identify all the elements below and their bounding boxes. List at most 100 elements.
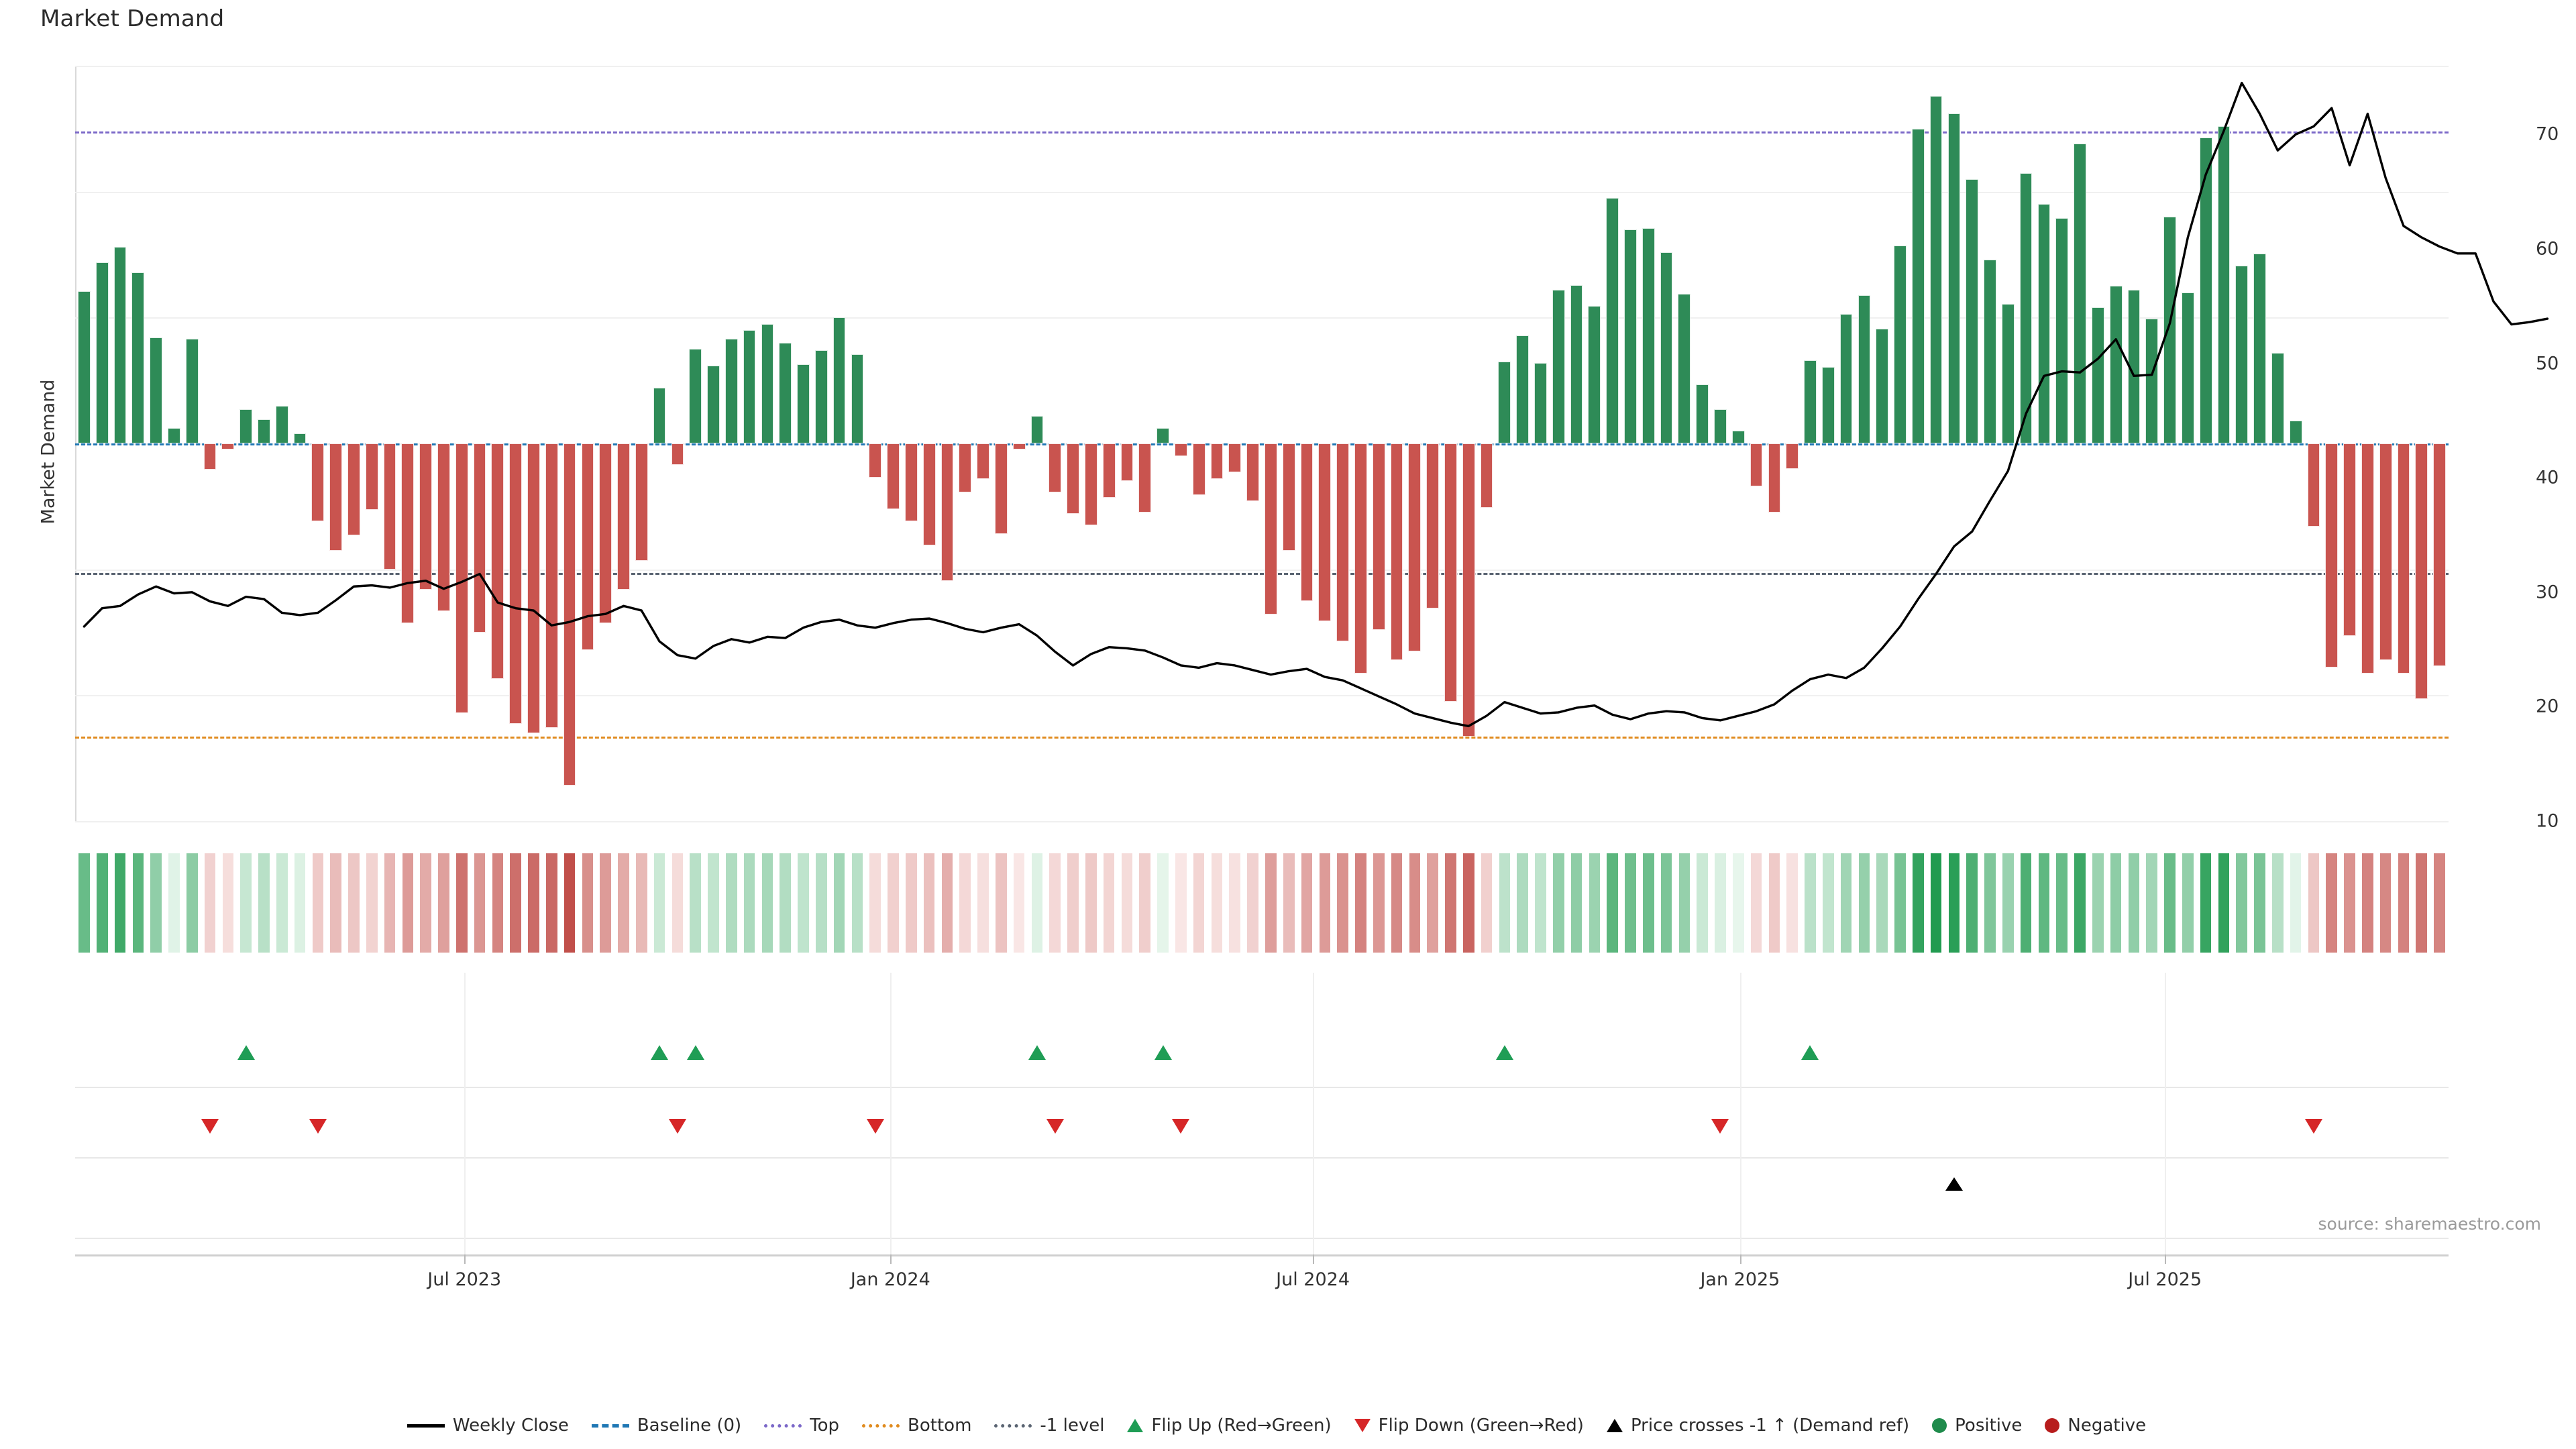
demand-bar-negative bbox=[221, 443, 235, 450]
heatmap-cell bbox=[1031, 853, 1043, 953]
heatmap-cell bbox=[1697, 853, 1708, 953]
triangle-up-icon bbox=[1127, 1419, 1144, 1432]
heatmap-cell bbox=[959, 853, 971, 953]
heatmap-cell bbox=[258, 853, 270, 953]
demand-bar-negative bbox=[1354, 443, 1367, 674]
heatmap-cell bbox=[1499, 853, 1511, 953]
demand-bar-positive bbox=[2001, 303, 2015, 443]
heatmap-cell bbox=[384, 853, 396, 953]
demand-bar-positive bbox=[1696, 384, 1709, 443]
demand-bar-negative bbox=[365, 443, 378, 511]
demand-bar-positive bbox=[2181, 292, 2194, 443]
heatmap-cell bbox=[1247, 853, 1258, 953]
reference-line-top bbox=[75, 131, 2449, 133]
demand-bar-positive bbox=[1966, 178, 1979, 443]
legend-label: -1 level bbox=[1040, 1415, 1105, 1436]
demand-bar-negative bbox=[419, 443, 433, 590]
demand-bar-positive bbox=[1642, 228, 1655, 443]
heatmap-cell bbox=[672, 853, 684, 953]
line-swatch-icon bbox=[407, 1424, 445, 1428]
demand-bar-positive bbox=[2253, 253, 2266, 443]
demand-bar-positive bbox=[258, 419, 270, 443]
heatmap-cell bbox=[168, 853, 180, 953]
demand-bar-positive bbox=[707, 365, 720, 443]
right-tick-label: 60 bbox=[2536, 238, 2559, 260]
flip-down-marker bbox=[1172, 1119, 1190, 1134]
right-tick-label: 70 bbox=[2536, 123, 2559, 145]
right-tick-label: 40 bbox=[2536, 467, 2559, 488]
legend-item[interactable]: Bottom bbox=[862, 1415, 971, 1436]
legend-item[interactable]: -1 level bbox=[994, 1415, 1104, 1436]
legend-item[interactable]: Weekly Close bbox=[407, 1415, 569, 1436]
heatmap-cell bbox=[1103, 853, 1115, 953]
heatmap-cell bbox=[1211, 853, 1223, 953]
heatmap-cell bbox=[1984, 853, 1996, 953]
demand-bar-negative bbox=[2397, 443, 2410, 674]
demand-bar-positive bbox=[1660, 252, 1673, 443]
demand-bar-positive bbox=[1498, 362, 1511, 443]
gridline-y bbox=[75, 569, 2449, 571]
demand-bar-positive bbox=[1030, 415, 1044, 443]
heatmap-cell bbox=[1715, 853, 1726, 953]
demand-bar-negative bbox=[2433, 443, 2446, 667]
demand-bar-positive bbox=[1516, 335, 1529, 443]
heatmap-cell bbox=[798, 853, 809, 953]
heatmap-cell bbox=[1391, 853, 1403, 953]
demand-bar-negative bbox=[869, 443, 882, 478]
legend-label: Baseline (0) bbox=[637, 1415, 742, 1436]
demand-bar-positive bbox=[2055, 218, 2069, 443]
heatmap-cell bbox=[438, 853, 449, 953]
demand-bar-positive bbox=[185, 339, 199, 443]
heatmap-cell bbox=[600, 853, 611, 953]
demand-bar-positive bbox=[1947, 113, 1961, 443]
x-tick-mark bbox=[890, 1254, 892, 1264]
demand-bar-negative bbox=[1210, 443, 1224, 479]
heatmap-cell bbox=[402, 853, 414, 953]
demand-bar-negative bbox=[1390, 443, 1403, 660]
heatmap-cell bbox=[1049, 853, 1061, 953]
heatmap-cell bbox=[545, 853, 557, 953]
legend-item[interactable]: Top bbox=[764, 1415, 839, 1436]
demand-bar-positive bbox=[1534, 362, 1547, 443]
heatmap-cell bbox=[618, 853, 629, 953]
heatmap-cell bbox=[1445, 853, 1456, 953]
dotted-line-icon bbox=[862, 1424, 900, 1428]
legend-item[interactable]: Positive bbox=[1932, 1415, 2022, 1436]
flip-down-marker bbox=[309, 1119, 327, 1134]
legend-item[interactable]: Flip Up (Red→Green) bbox=[1127, 1415, 1332, 1436]
heatmap-cell bbox=[1337, 853, 1348, 953]
heatmap-cell bbox=[1373, 853, 1385, 953]
legend-item[interactable]: Flip Down (Green→Red) bbox=[1354, 1415, 1584, 1436]
demand-bar-negative bbox=[383, 443, 396, 570]
marker-vgridline bbox=[1313, 973, 1315, 1254]
heatmap-cell bbox=[1607, 853, 1618, 953]
heatmap-cell bbox=[1930, 853, 1942, 953]
legend-item[interactable]: Negative bbox=[2045, 1415, 2146, 1436]
heatmap-cell bbox=[2200, 853, 2212, 953]
heatmap-cell bbox=[1319, 853, 1331, 953]
heatmap-cell bbox=[1427, 853, 1438, 953]
demand-bar-positive bbox=[1894, 246, 1907, 443]
demand-bar-positive bbox=[2145, 319, 2159, 443]
triangle-down-icon bbox=[1354, 1419, 1371, 1432]
demand-bar-negative bbox=[1408, 443, 1421, 651]
heatmap-cell bbox=[1589, 853, 1601, 953]
demand-bar-positive bbox=[1858, 294, 1871, 443]
heatmap-cell bbox=[726, 853, 737, 953]
demand-bar-negative bbox=[1318, 443, 1332, 621]
demand-bar-positive bbox=[2289, 421, 2302, 443]
heatmap-cell bbox=[1660, 853, 1672, 953]
flip-up-marker bbox=[1028, 1045, 1046, 1060]
heatmap-cell bbox=[276, 853, 288, 953]
heatmap-cell bbox=[1157, 853, 1169, 953]
heatmap-cell bbox=[1121, 853, 1133, 953]
heatmap-cell bbox=[348, 853, 360, 953]
legend-label: Top bbox=[810, 1415, 840, 1436]
legend-item[interactable]: Baseline (0) bbox=[591, 1415, 742, 1436]
heatmap-cell bbox=[1913, 853, 1924, 953]
demand-bar-negative bbox=[581, 443, 594, 650]
legend-item[interactable]: Price crosses -1 ↑ (Demand ref) bbox=[1606, 1415, 1909, 1436]
heatmap-cell bbox=[1642, 853, 1654, 953]
flip-up-marker bbox=[686, 1045, 704, 1060]
demand-bar-negative bbox=[311, 443, 325, 522]
